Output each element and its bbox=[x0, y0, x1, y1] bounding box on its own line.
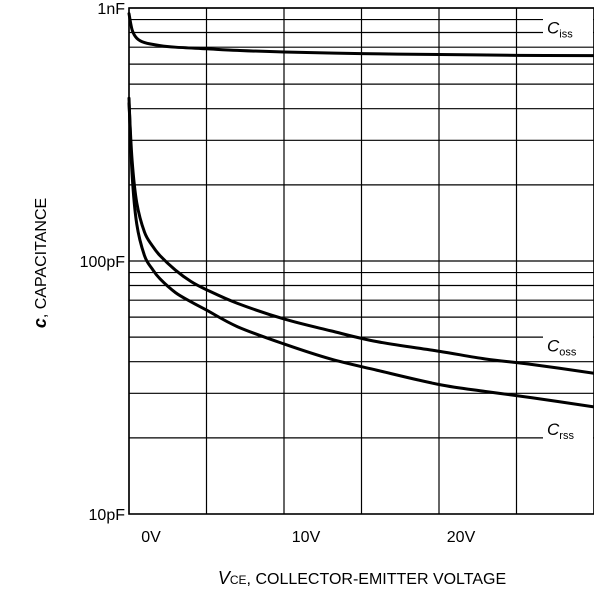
series-label-subscript: rss bbox=[559, 430, 574, 442]
x-tick-label: 20V bbox=[447, 529, 476, 546]
y-tick-labels: 10pF 100pF 1nF bbox=[80, 1, 126, 524]
series-label-symbol: C bbox=[547, 19, 560, 38]
x-axis-symbol: V bbox=[218, 568, 232, 588]
x-axis-subscript: CE bbox=[230, 573, 247, 587]
series-label-iss: Ciss bbox=[547, 19, 573, 41]
series-label-bg bbox=[543, 16, 593, 43]
series-label-symbol: C bbox=[547, 420, 560, 439]
series-label-rss: Crss bbox=[547, 420, 574, 442]
y-tick-label: 100pF bbox=[80, 254, 126, 271]
series-line-rss bbox=[127, 96, 594, 409]
x-tick-label: 10V bbox=[292, 529, 321, 546]
plot-frame bbox=[128, 7, 594, 515]
x-tick-labels: 0V 10V 20V bbox=[141, 529, 475, 546]
series-label-bg bbox=[543, 417, 593, 444]
y-gridlines bbox=[129, 7, 594, 439]
series-line-oss bbox=[127, 101, 594, 375]
y-axis-title: c, CAPACITANCE bbox=[30, 198, 50, 328]
series-line-iss bbox=[127, 12, 594, 58]
series-label-symbol: C bbox=[547, 336, 560, 355]
y-tick-label: 10pF bbox=[89, 507, 126, 524]
series-label-bg bbox=[543, 334, 593, 361]
series-label-subscript: oss bbox=[559, 346, 577, 358]
y-axis-symbol: c bbox=[30, 318, 50, 328]
x-axis-text: , COLLECTOR-EMITTER VOLTAGE bbox=[247, 571, 507, 588]
y-axis-text: , CAPACITANCE bbox=[33, 198, 50, 318]
y-tick-label: 1nF bbox=[97, 1, 125, 18]
x-axis-title: VCE, COLLECTOR-EMITTER VOLTAGE bbox=[218, 568, 506, 588]
series-label-oss: Coss bbox=[547, 336, 577, 358]
x-tick-label: 0V bbox=[141, 529, 161, 546]
series-curves bbox=[127, 12, 594, 409]
series-label-subscript: iss bbox=[559, 29, 573, 41]
